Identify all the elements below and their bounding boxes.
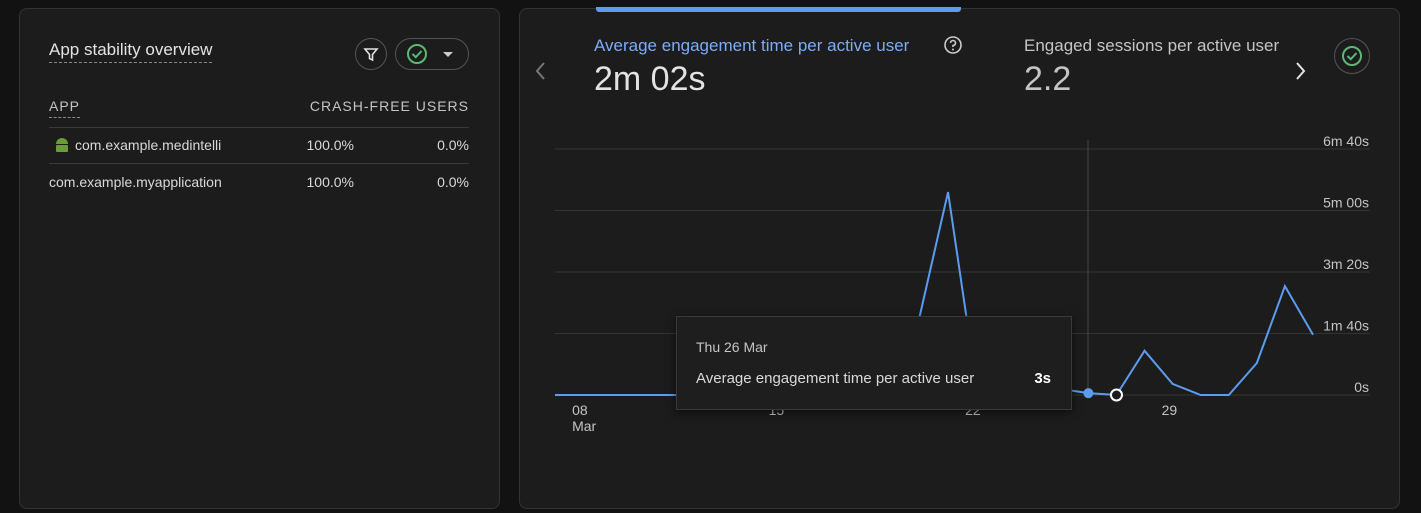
y-tick-label: 0s <box>1354 379 1369 395</box>
crash-free-value: 100.0% <box>306 137 354 153</box>
column-header: CRASH-FREE USERS <box>309 98 469 114</box>
y-tick-label: 1m 40s <box>1323 318 1369 334</box>
status-icon <box>1342 46 1362 66</box>
engagement-panel <box>519 8 1400 509</box>
prev-arrow[interactable] <box>532 60 548 82</box>
metric-value: 2.2 <box>1024 60 1072 98</box>
tooltip: Thu 26 Mar Average engagement time per a… <box>676 316 1072 410</box>
tooltip-series: Average engagement time per active user <box>696 370 975 387</box>
help-icon[interactable] <box>942 34 964 56</box>
app-name: com.example.myapplication <box>49 174 222 190</box>
crash-free-value: 100.0% <box>306 174 354 190</box>
filter-icon <box>363 48 379 62</box>
hover-point <box>1083 388 1094 399</box>
status-button[interactable] <box>1334 38 1370 74</box>
metric-label[interactable]: Engaged sessions per active user <box>1024 36 1280 55</box>
crash-value: 0.0% <box>437 174 469 190</box>
x-tick-label-line: 29 <box>1162 402 1178 418</box>
y-tick-label: 6m 40s <box>1323 133 1369 149</box>
panel-title: App stability overview <box>49 40 213 63</box>
tooltip-value: 3s <box>1034 370 1051 387</box>
status-dropdown[interactable] <box>395 38 469 70</box>
point-marker <box>1109 388 1123 402</box>
x-tick-label: 29 <box>1162 402 1178 418</box>
x-tick-label-line: 08 <box>572 402 588 418</box>
filter-button[interactable] <box>355 38 387 70</box>
row-divider <box>49 163 469 164</box>
column-header: APP <box>49 98 81 118</box>
row-divider <box>49 127 469 128</box>
metric-value: 2m 02s <box>594 60 706 98</box>
android-icon <box>56 138 68 152</box>
x-tick-label-line: Mar <box>572 418 596 434</box>
metric-label[interactable]: Average engagement time per active user <box>594 36 910 55</box>
crash-value: 0.0% <box>437 137 469 153</box>
next-arrow[interactable] <box>1293 60 1309 82</box>
status-icon <box>407 44 453 64</box>
x-tick-label: 08 Mar <box>572 402 596 434</box>
selected-tab-indicator <box>596 7 961 12</box>
stability-panel <box>19 8 500 509</box>
y-tick-label: 5m 00s <box>1323 195 1369 211</box>
tooltip-date: Thu 26 Mar <box>696 339 768 355</box>
y-tick-label: 3m 20s <box>1323 256 1369 272</box>
app-name: com.example.medintelli <box>75 137 222 153</box>
